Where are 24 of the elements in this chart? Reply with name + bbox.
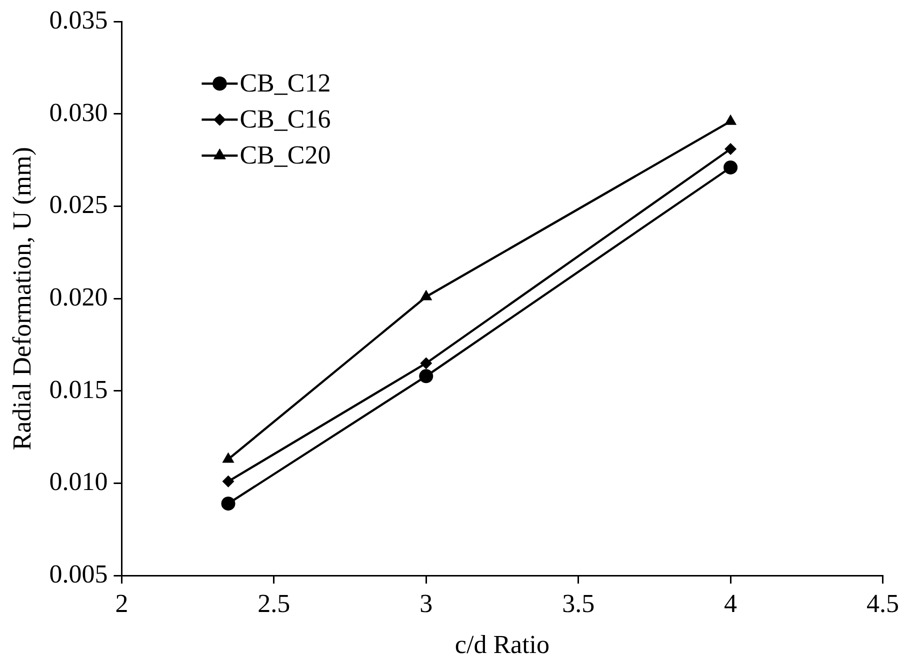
y-tick-label: 0.025: [49, 190, 108, 220]
y-tick-label: 0.015: [49, 374, 108, 404]
y-tick-label: 0.030: [49, 98, 108, 127]
point: [419, 369, 434, 384]
y-tick-label: 0.020: [49, 282, 108, 312]
x-axis-title: c/d Ratio: [454, 630, 550, 660]
point: [221, 496, 236, 511]
legend-label: CB_C12: [240, 68, 331, 98]
point: [724, 143, 737, 156]
x-tick-label: 2.5: [258, 589, 290, 618]
point: [420, 357, 432, 370]
legend-label: CB_C20: [240, 140, 331, 170]
y-axis-title: Radial Deformation, U (mm): [7, 146, 36, 450]
x-tick-label: 3.5: [562, 589, 595, 618]
y-tick-label: 0.035: [49, 5, 108, 34]
x-tick-label: 4.5: [866, 589, 899, 618]
point: [724, 160, 738, 174]
x-tick-label: 4: [724, 589, 738, 618]
y-tick-label: 0.010: [49, 467, 108, 496]
legend-label: CB_C16: [240, 104, 331, 134]
x-tick-label: 2: [115, 589, 128, 618]
y-tick-label: 0.005: [49, 559, 108, 588]
point: [222, 475, 234, 488]
x-tick-label: 3: [420, 589, 433, 618]
